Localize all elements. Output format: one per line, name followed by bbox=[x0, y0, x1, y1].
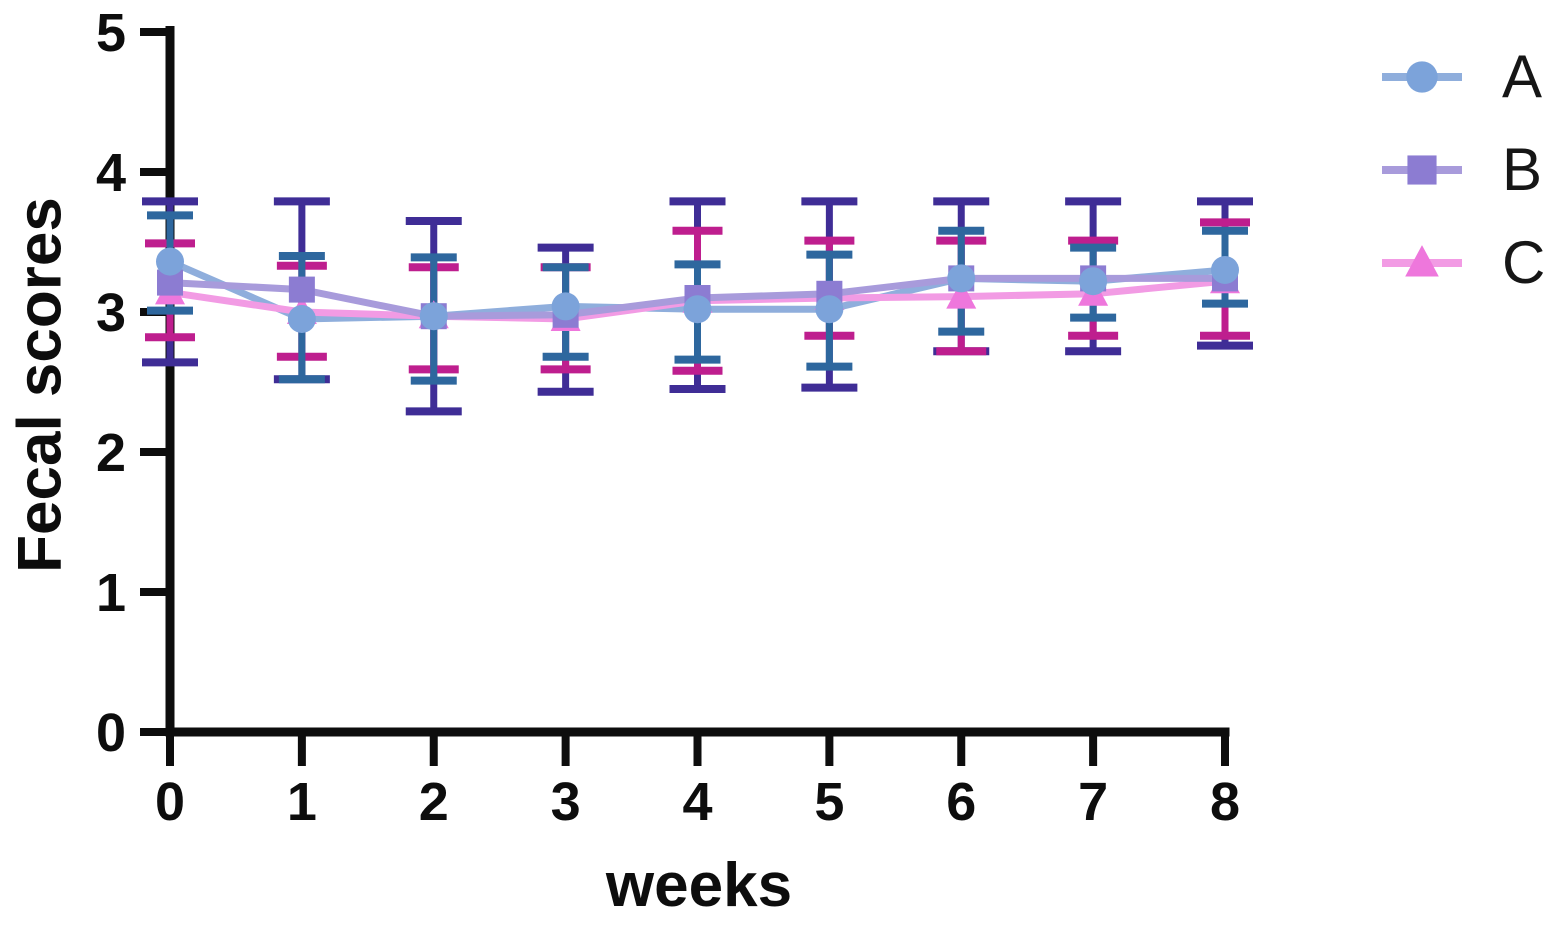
legend-entry-a: A bbox=[1380, 47, 1545, 107]
legend-label-b: B bbox=[1502, 136, 1543, 203]
svg-text:0: 0 bbox=[96, 703, 126, 763]
x-axis-title: weeks bbox=[605, 851, 793, 920]
legend-label-a: A bbox=[1502, 43, 1543, 110]
y-axis-title: Fecal scores bbox=[5, 197, 75, 573]
svg-text:8: 8 bbox=[1210, 772, 1240, 832]
legend-label-c: C bbox=[1502, 229, 1546, 296]
series-a-circle-icon bbox=[1382, 61, 1462, 93]
svg-text:4: 4 bbox=[96, 143, 126, 203]
svg-text:3: 3 bbox=[551, 772, 581, 832]
svg-text:1: 1 bbox=[96, 563, 126, 623]
svg-text:6: 6 bbox=[946, 772, 976, 832]
svg-text:2: 2 bbox=[419, 772, 449, 832]
series-b-square-icon bbox=[1382, 155, 1462, 185]
legend: A B C bbox=[1380, 47, 1545, 332]
svg-text:3: 3 bbox=[96, 283, 126, 343]
legend-entry-c: C bbox=[1380, 233, 1545, 293]
svg-text:5: 5 bbox=[96, 3, 126, 63]
svg-text:4: 4 bbox=[682, 772, 712, 832]
series-c-triangle-icon bbox=[1382, 245, 1462, 277]
svg-text:5: 5 bbox=[814, 772, 844, 832]
svg-text:0: 0 bbox=[155, 772, 185, 832]
svg-text:2: 2 bbox=[96, 423, 126, 483]
legend-entry-b: B bbox=[1380, 140, 1545, 200]
svg-text:7: 7 bbox=[1078, 772, 1108, 832]
svg-text:1: 1 bbox=[287, 772, 317, 832]
